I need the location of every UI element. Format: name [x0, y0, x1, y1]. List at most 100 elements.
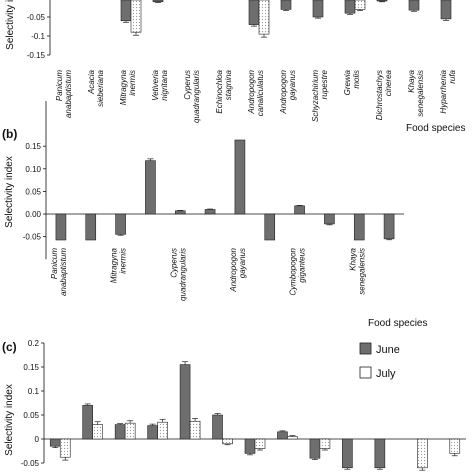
panel-a-category-label: Panicum [55, 70, 64, 101]
panel-a-category-label: Grewia [343, 69, 352, 95]
panel-a-category-label: Echinochloa [215, 69, 224, 113]
panel-b-bar-june [55, 213, 67, 241]
panel-a-category-label: canaliculatus [256, 70, 265, 116]
panel-b-bar-june [264, 213, 276, 241]
panel-c-bar-june [114, 424, 126, 440]
panel-c-bar-july [222, 438, 233, 445]
panel-a-x-axis-label: Food species [406, 123, 465, 134]
panel-c-bar-july [254, 438, 266, 449]
panel-c-bar-july [287, 436, 298, 440]
panel-b-y-tick-label: -0.05 [23, 233, 42, 242]
panel-a-bar-july [130, 0, 142, 33]
panel-b-category-label: Andropogon [229, 247, 238, 292]
panel-a-category-label: gayanus [288, 70, 297, 100]
panel-b-category-label: Cyperus [169, 248, 178, 278]
panel-b-category-label: Khaya [348, 247, 357, 270]
panel-a-category-label: quadrangularis [192, 70, 201, 123]
panel-b-bar-june [353, 213, 365, 241]
panel-c-y-axis-label: Selectivity index [4, 384, 15, 456]
legend-swatch-june [359, 342, 372, 355]
panel-b-bar-june [115, 213, 126, 235]
panel-a-category-label: Cyperus [183, 70, 192, 100]
panel-a-bar-june [280, 0, 292, 10]
panel-b-bar-june [324, 213, 335, 225]
panel-a-category-label: Andropogon [247, 69, 256, 114]
panel-c-bar-july [157, 421, 168, 440]
panel-b-bar-june [294, 205, 305, 215]
panel-a-bar-june [440, 0, 452, 20]
panel-a-category-label: Hyparrhenia [439, 69, 448, 113]
panel-c-bar-june [309, 438, 321, 459]
panel-c: -0.05 0 0.05 0.1 0.15 0.2 Selectivity index Jun… [4, 339, 466, 471]
panel-a-category-label: Schyzachirium [311, 70, 320, 122]
panel-a-category-label: rupestre [320, 69, 329, 99]
panel-a-y-tick-label: -0.05 [27, 13, 46, 22]
panel-b-bar-june [234, 139, 246, 215]
panel-b-y-axis-label: Selectivity index [4, 156, 15, 228]
panel-a-category-label: anabaptistum [64, 70, 73, 118]
panel-a-category-label: nigritana [160, 69, 169, 100]
panel-b-y-tick-label: 0.10 [25, 165, 41, 174]
panel-a-category-label: inermis [128, 70, 137, 96]
panel-a-category-label: senegalensis [416, 70, 425, 117]
panel-c-bar-july [319, 438, 331, 449]
panel-a-bar-june [408, 0, 420, 11]
panel-c-bar-july [59, 438, 71, 458]
panel-b-bar-june [204, 209, 216, 215]
panel-b-category-label: Panicum [50, 248, 59, 279]
panel-c-bar-june [179, 364, 191, 440]
panel-c-bar-june [49, 438, 61, 447]
panel-b-label: (b) [2, 127, 17, 141]
panel-b-category-label: gayanus [238, 248, 247, 278]
panel-a-bar-june [344, 0, 356, 14]
panel-a-bar-june [152, 0, 164, 3]
panel-c-bar-june [147, 425, 158, 440]
panel-b-bar-june [145, 160, 156, 215]
panel-b-y-tick-label: 0.15 [25, 142, 41, 151]
panel-a-category-label: rufa [448, 69, 457, 83]
panel-a-bar-june [248, 0, 260, 25]
panel-a-category-label: Andropogon [279, 69, 288, 114]
panel-b-bar-june [383, 213, 395, 240]
panel-b-category-label: Cymbopogon [289, 247, 298, 295]
panel-a-category-label: stagnina [224, 69, 233, 100]
panel-a-bar-july [354, 0, 366, 10]
panel-c-bar-june [374, 438, 386, 469]
panel-a-bar-june [312, 0, 324, 18]
panel-c-y-tick-label: -0.05 [21, 459, 40, 468]
panel-b-bar-june [85, 213, 97, 241]
panel-a-category-label: molis [352, 70, 361, 89]
panel-c-bar-june [342, 438, 353, 469]
legend-label-june: June [376, 344, 400, 356]
panel-b-category-label: giganteus [298, 248, 307, 283]
panel-a-bar-june [120, 0, 132, 22]
panel-b-x-axis-label: Food species [368, 318, 427, 329]
panel-c-bar-july [124, 422, 136, 440]
panel-b-bar-june [174, 210, 186, 215]
panel-a-bar-july [258, 0, 270, 35]
panel-c-bar-july [92, 424, 103, 440]
panel-b: -0.05 0.00 0.05 0.10 0.15 Selectivity index Fo… [4, 101, 427, 329]
panel-c-y-tick-label: 0 [35, 435, 40, 444]
panel-b-category-label: anabaptistum [59, 248, 68, 296]
panel-a-category-label: Vetiveria [151, 69, 160, 100]
panel-b-category-label: Mitragyna [110, 247, 119, 283]
panel-c-y-tick-label: 0.15 [23, 363, 39, 372]
panel-c-y-tick-label: 0.2 [28, 339, 40, 348]
panel-b-category-label: senegalensis [357, 248, 366, 295]
panel-c-y-tick-label: 0.1 [28, 387, 40, 396]
panel-a-category-label: Khaya [407, 69, 416, 92]
panel-b-category-label: quadrangularis [178, 248, 187, 301]
panel-b-y-tick-label: 0.00 [25, 210, 41, 219]
legend-swatch-july [359, 366, 372, 379]
panel-a: -0.15 -0.1 -0.05 Selectivity index Food spec… [5, 0, 465, 134]
legend-label-july: July [376, 368, 396, 380]
panel-c-bar-july [417, 438, 428, 469]
panel-a-bar-june [376, 0, 388, 2]
panel-a-y-tick-label: -0.15 [27, 51, 46, 60]
panel-b-y-tick-label: 0.05 [25, 187, 41, 196]
panel-c-y-tick-label: 0.05 [23, 411, 39, 420]
panel-a-category-label: Acacia [87, 69, 96, 95]
panel-c-bar-july [449, 438, 461, 454]
